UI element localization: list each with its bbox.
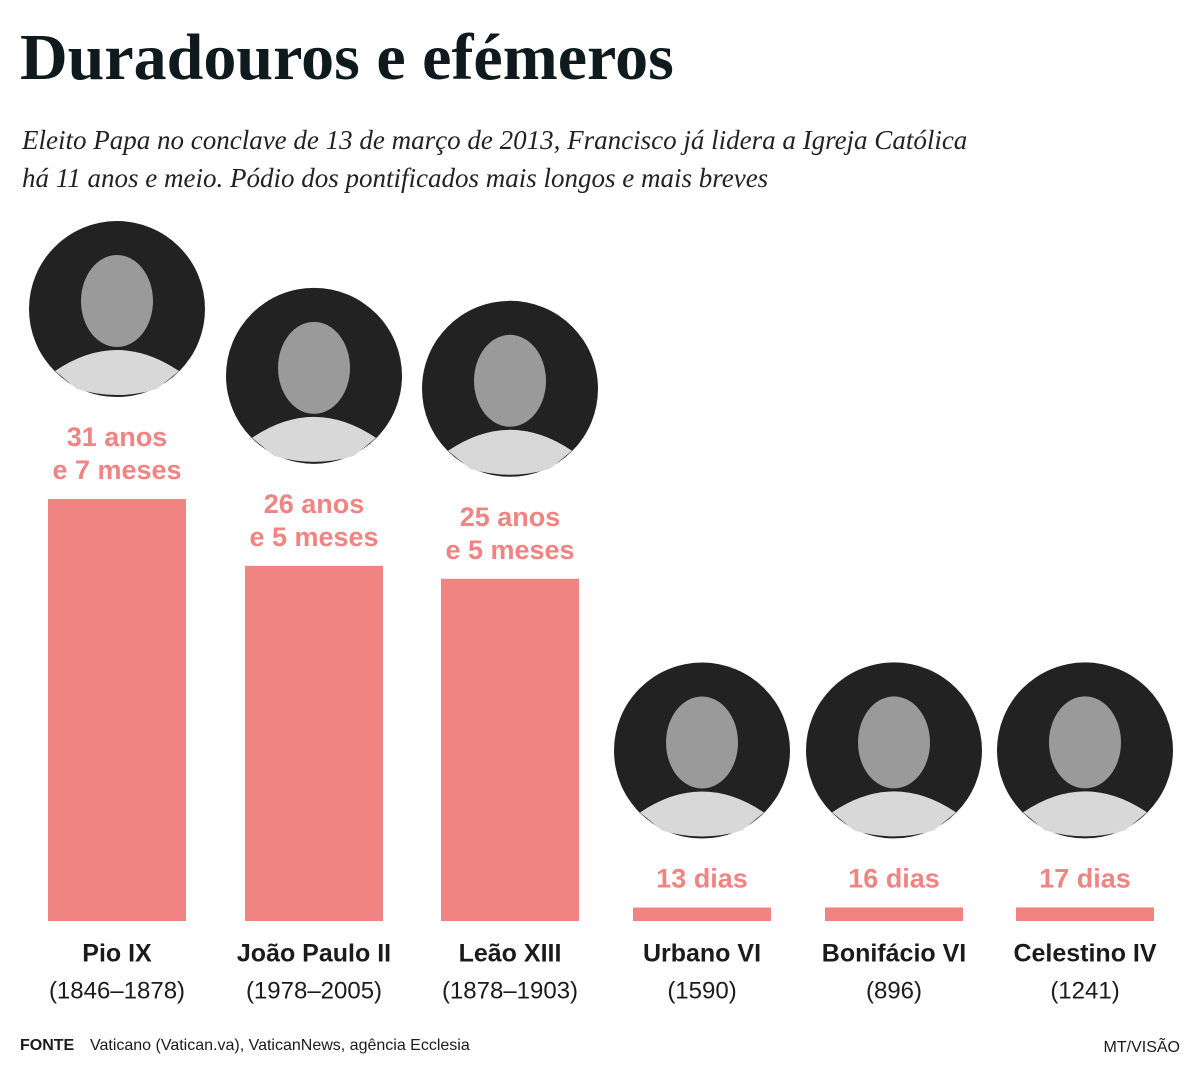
portrait-collar [252, 416, 376, 462]
portrait-collar [832, 791, 956, 837]
portrait-collar [1023, 791, 1147, 837]
value-label: e 5 meses [445, 535, 574, 565]
value-label: 26 anos [264, 489, 365, 519]
portrait-face [1049, 696, 1121, 789]
category-label: João Paulo II [237, 940, 391, 968]
portrait-face [278, 321, 350, 414]
period-label: (1846–1878) [49, 977, 185, 1004]
category-label: Leão XIII [459, 940, 562, 968]
portrait-face [666, 696, 738, 789]
source: Vaticano (Vatican.va), VaticanNews, agên… [90, 1037, 470, 1054]
value-label: e 7 meses [52, 455, 181, 485]
value-label: 13 dias [656, 864, 748, 894]
value-label: 16 dias [848, 864, 940, 894]
portrait-collar [640, 791, 764, 837]
bar [441, 578, 579, 921]
value-label: e 5 meses [249, 522, 378, 552]
subtitle: Eleito Papa no conclave de 13 de março d… [21, 125, 967, 155]
bar [1016, 907, 1154, 921]
period-label: (1241) [1050, 977, 1119, 1004]
bar [633, 907, 771, 921]
value-label: 17 dias [1039, 864, 1131, 894]
category-label: Celestino IV [1013, 940, 1156, 968]
portrait-face [474, 334, 546, 427]
category-label: Bonifácio VI [822, 940, 966, 968]
subtitle: há 11 anos e meio. Pódio dos pontificado… [22, 163, 768, 193]
category-label: Urbano VI [643, 940, 761, 968]
portrait-face [858, 696, 930, 789]
category-label: Pio IX [82, 940, 152, 968]
portrait-collar [448, 429, 572, 475]
portrait-collar [55, 350, 179, 396]
bar [48, 499, 186, 921]
credit: MT/VISÃO [1104, 1036, 1180, 1056]
period-label: (1878–1903) [442, 977, 578, 1004]
bar [245, 565, 383, 921]
value-label: 25 anos [460, 502, 561, 532]
source-label: FONTE [20, 1037, 75, 1054]
portrait-face [81, 255, 153, 348]
chart-title: Duradouros e efémeros [20, 21, 674, 94]
bar [825, 907, 963, 921]
period-label: (1590) [667, 977, 736, 1004]
period-label: (896) [866, 977, 922, 1004]
value-label: 31 anos [67, 422, 168, 452]
period-label: (1978–2005) [246, 977, 382, 1004]
